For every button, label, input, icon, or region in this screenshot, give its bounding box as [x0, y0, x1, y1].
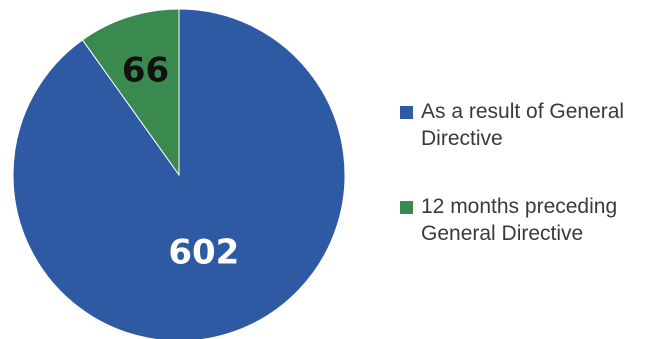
legend-item-general-directive: As a result of General Directive — [400, 98, 657, 152]
slice-value-label: 66 — [122, 51, 169, 91]
legend-swatch-green — [400, 201, 413, 214]
legend-label: 12 months preceding General Directive — [421, 195, 618, 245]
pie-chart: 66 602 — [12, 8, 346, 339]
slice-value-label: 602 — [168, 232, 239, 272]
legend-item-preceding: 12 months preceding General Directive — [400, 193, 657, 247]
legend-label: As a result of General Directive — [421, 100, 625, 150]
pie-slice — [12, 8, 346, 339]
pie-slice — [81, 8, 180, 177]
legend-swatch-blue — [400, 106, 413, 119]
legend: As a result of General Directive 12 mont… — [400, 98, 657, 288]
